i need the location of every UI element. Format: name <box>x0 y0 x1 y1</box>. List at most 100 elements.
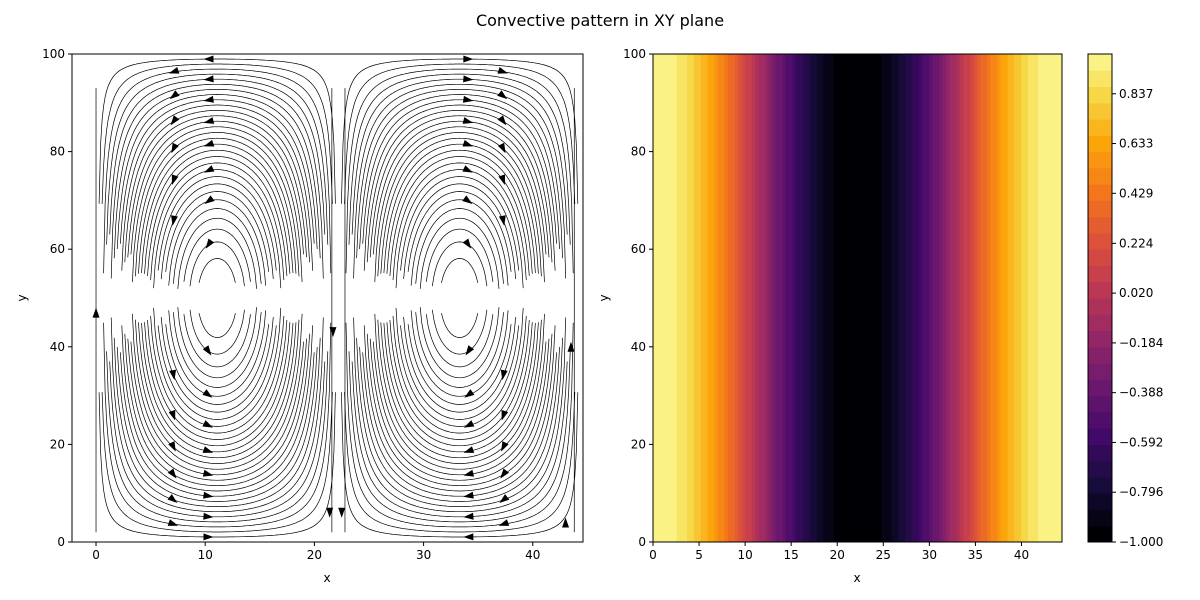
stream-arrow <box>462 165 473 173</box>
streamline <box>441 313 479 338</box>
streamplot-x-axis: 0 10 20 30 40 <box>92 542 540 562</box>
streamline <box>362 99 557 244</box>
streamline <box>147 156 288 277</box>
y-tick-label: 60 <box>50 242 65 256</box>
heatmap-band <box>789 54 794 542</box>
streamline <box>172 208 262 284</box>
heatmap-band <box>785 54 790 542</box>
y-tick-label: 80 <box>50 145 65 159</box>
streamline <box>419 307 500 379</box>
heatmap-band <box>922 54 927 542</box>
heatmap-band <box>847 54 852 542</box>
heatmap-band <box>891 54 896 542</box>
y-tick-label: 20 <box>631 437 646 451</box>
stream-arrow <box>329 327 337 338</box>
heatmap-band <box>932 54 937 542</box>
streamline <box>119 99 315 244</box>
heatmap-band <box>1058 54 1062 542</box>
streamplot-chart: 0 10 20 30 40 0 20 40 60 80 100 x y <box>15 47 584 585</box>
streamline <box>116 94 318 250</box>
stream-arrow <box>167 494 178 504</box>
heatmap-band <box>949 54 954 542</box>
colorbar-band <box>1088 86 1112 104</box>
heatmap-band <box>772 54 777 542</box>
heatmap-band <box>997 54 1002 542</box>
streamline <box>351 78 568 235</box>
heatmap-band <box>976 54 981 542</box>
heatmap-band <box>956 54 961 542</box>
streamline <box>415 208 504 284</box>
colorbar: −1.000 −0.796 −0.592 −0.388 −0.184 0.020 0.224… <box>1087 53 1163 549</box>
streamline <box>348 73 571 245</box>
streamline <box>138 137 297 274</box>
streamline <box>189 241 245 287</box>
heatmap-band <box>929 54 934 542</box>
stream-arrow <box>463 446 475 453</box>
stream-arrow <box>562 517 570 528</box>
colorbar-bands <box>1088 54 1112 543</box>
x-tick-label: 5 <box>695 548 703 562</box>
stream-arrow <box>497 90 508 100</box>
streamline <box>157 325 277 420</box>
streamline <box>407 191 512 272</box>
heatmap-band <box>717 54 722 542</box>
streamline <box>410 310 509 397</box>
heatmap-band <box>738 54 743 542</box>
streamplot-frame <box>71 53 584 543</box>
heatmap-y-label: y <box>597 294 611 301</box>
streamline <box>403 183 517 280</box>
streamline <box>109 78 326 235</box>
heatmap-band <box>731 54 736 542</box>
stream-arrow <box>501 409 509 421</box>
stream-arrow <box>501 441 509 452</box>
streamline <box>380 137 539 274</box>
x-tick-label: 30 <box>416 548 431 562</box>
x-tick-label: 20 <box>307 548 322 562</box>
heatmap-band <box>942 54 947 542</box>
colorbar-band <box>1088 102 1112 120</box>
colorbar-band <box>1088 232 1112 250</box>
heatmap-band <box>959 54 964 542</box>
heatmap-band <box>857 54 862 542</box>
heatmap-band <box>806 54 811 542</box>
streamline <box>363 104 556 271</box>
heatmap-band <box>1034 54 1039 542</box>
colorbar-tick-label: −0.592 <box>1119 435 1163 449</box>
heatmap-band <box>888 54 893 542</box>
heatmap-band <box>727 54 732 542</box>
heatmap-band <box>745 54 750 542</box>
colorbar-band <box>1088 395 1112 413</box>
stream-arrow <box>326 507 334 518</box>
colorbar-band <box>1088 216 1112 234</box>
heatmap-band <box>734 54 739 542</box>
heatmap-band <box>939 54 944 542</box>
streamline <box>141 322 294 453</box>
colorbar-band <box>1088 509 1112 527</box>
stream-arrow <box>500 468 510 479</box>
streamline <box>380 322 539 459</box>
heatmap-band <box>748 54 753 542</box>
streamline <box>345 68 574 274</box>
streamline <box>113 89 321 259</box>
streamline <box>130 341 304 476</box>
colorbar-tick-label: 0.224 <box>1119 236 1153 250</box>
heatmap-band <box>683 54 688 542</box>
heatmap-band <box>1017 54 1022 542</box>
heatmap-band <box>673 54 678 542</box>
colorbar-band <box>1088 363 1112 380</box>
streamline <box>124 109 310 263</box>
stream-arrow <box>462 117 474 124</box>
streamline <box>341 58 579 204</box>
stream-arrow <box>203 165 215 173</box>
heatmap-x-label: x <box>853 571 860 585</box>
stream-arrow <box>497 142 506 154</box>
streamline <box>135 132 300 277</box>
colorbar-band <box>1088 151 1112 169</box>
heatmap-band <box>987 54 992 542</box>
streamline <box>374 313 545 470</box>
heatmap-x-axis: 0 5 10 15 20 25 30 35 40 <box>649 542 1029 562</box>
colorbar-tick-label: −0.184 <box>1119 336 1163 350</box>
colorbar-band <box>1088 476 1112 494</box>
heatmap-band <box>983 54 988 542</box>
